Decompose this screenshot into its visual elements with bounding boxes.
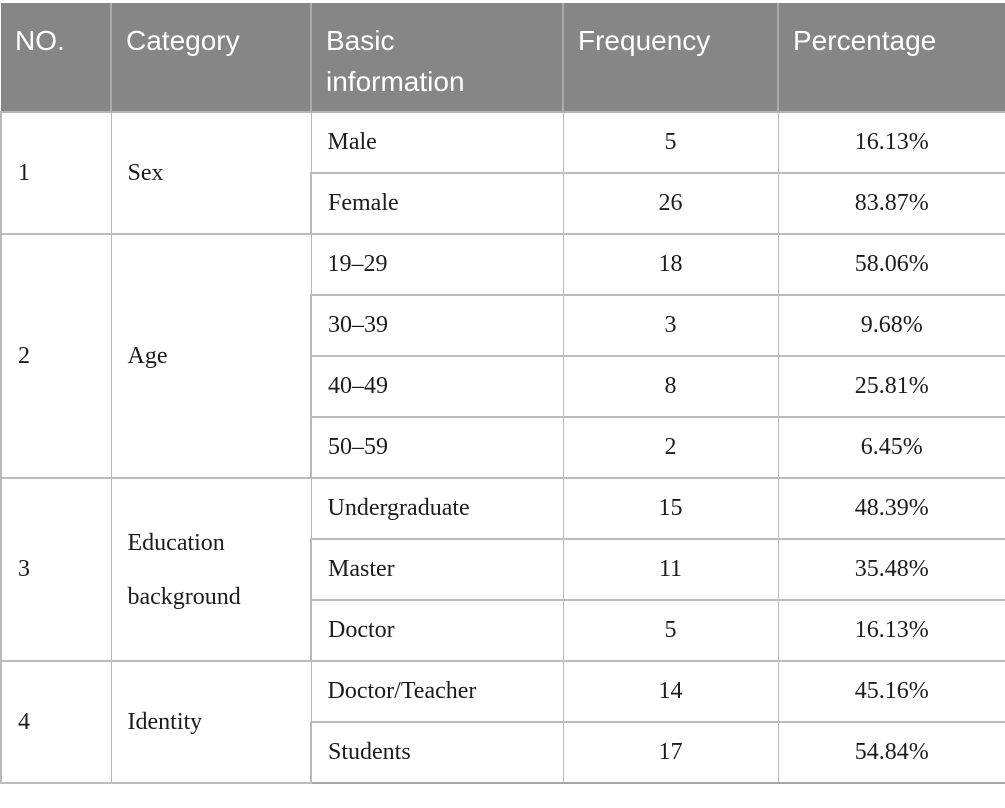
info-cell: Male: [310, 111, 564, 174]
frequency-cell: 5: [562, 599, 779, 662]
info-cell: Doctor/Teacher: [310, 660, 564, 723]
frequency-cell: 15: [562, 477, 779, 540]
category-cell: Sex: [110, 111, 312, 235]
table-row: 3 Education background Undergraduate 15 …: [0, 477, 1005, 662]
category-cell: Education background: [110, 477, 312, 662]
info-cell: Undergraduate: [310, 477, 564, 540]
table-row: Students 17 54.84%: [1, 721, 1005, 784]
no-cell: 4: [0, 660, 112, 784]
category-cell: Identity: [110, 660, 312, 784]
info-cell: 30–39: [310, 294, 564, 357]
percentage-cell: 16.13%: [777, 599, 1005, 662]
table-row: 40–49 8 25.81%: [1, 355, 1005, 418]
column-header-category: Category: [111, 3, 312, 113]
info-cell: Doctor: [310, 599, 564, 662]
frequency-cell: 8: [562, 355, 779, 418]
column-header-basic-information: Basic information: [311, 3, 564, 113]
no-cell: 3: [0, 477, 112, 662]
frequency-cell: 26: [562, 172, 779, 235]
percentage-cell: 35.48%: [777, 538, 1005, 601]
frequency-cell: 14: [562, 660, 779, 723]
header-row: NO. Category Basic information Frequency…: [1, 3, 1005, 113]
table-row: 4 Identity Doctor/Teacher 14 45.16%: [0, 660, 1005, 784]
column-header-no: NO.: [1, 3, 112, 113]
no-cell: 2: [0, 233, 112, 479]
percentage-cell: 54.84%: [777, 721, 1005, 784]
frequency-cell: 5: [562, 111, 779, 174]
frequency-cell: 2: [562, 416, 779, 479]
percentage-cell: 45.16%: [777, 660, 1005, 723]
percentage-cell: 6.45%: [777, 416, 1005, 479]
info-cell: 19–29: [310, 233, 564, 296]
percentage-cell: 83.87%: [777, 172, 1005, 235]
info-cell: 40–49: [310, 355, 564, 418]
table-row: 1 Sex Male 5 16.13%: [0, 111, 1005, 235]
table-row: Doctor 5 16.13%: [1, 599, 1005, 662]
frequency-cell: 11: [562, 538, 779, 601]
percentage-cell: 58.06%: [777, 233, 1005, 296]
demographics-table: NO. Category Basic information Frequency…: [0, 3, 1005, 784]
no-cell: 1: [0, 111, 112, 235]
table-row: Master 11 35.48%: [1, 538, 1005, 601]
table-row: Female 26 83.87%: [1, 172, 1005, 235]
frequency-cell: 17: [562, 721, 779, 784]
table-row: 50–59 2 6.45%: [1, 416, 1005, 479]
frequency-cell: 18: [562, 233, 779, 296]
frequency-cell: 3: [562, 294, 779, 357]
info-cell: Students: [310, 721, 564, 784]
category-cell: Age: [110, 233, 312, 479]
table-row: 30–39 3 9.68%: [1, 294, 1005, 357]
column-header-frequency: Frequency: [563, 3, 779, 113]
column-header-percentage: Percentage: [778, 3, 1005, 113]
info-cell: 50–59: [310, 416, 564, 479]
table-row: 2 Age 19–29 18 58.06%: [0, 233, 1005, 479]
percentage-cell: 48.39%: [777, 477, 1005, 540]
percentage-cell: 9.68%: [777, 294, 1005, 357]
percentage-cell: 25.81%: [777, 355, 1005, 418]
info-cell: Female: [310, 172, 564, 235]
percentage-cell: 16.13%: [777, 111, 1005, 174]
info-cell: Master: [310, 538, 564, 601]
